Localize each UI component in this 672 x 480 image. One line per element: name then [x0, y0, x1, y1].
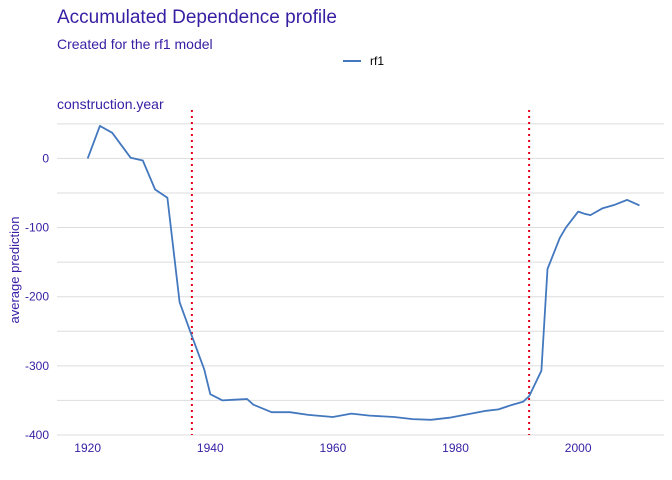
vertical-reference-lines [190, 110, 531, 435]
x-tick-label: 2000 [565, 441, 592, 455]
grid-lines [57, 123, 664, 436]
x-tick-label: 1960 [320, 441, 347, 455]
y-tick-label: -300 [25, 359, 49, 373]
y-tick-label: -200 [25, 290, 49, 304]
legend: rf1 [343, 54, 384, 68]
chart-title: Accumulated Dependence profile [57, 7, 337, 28]
chart-subtitle: Created for the rf1 model [57, 36, 213, 52]
x-tick-label: 1920 [74, 441, 101, 455]
x-tick-label: 1980 [442, 441, 469, 455]
x-axis-ticks: 1920 1940 1960 1980 2000 [74, 441, 592, 455]
legend-key-rf1 [343, 60, 361, 62]
series-group [86, 125, 640, 421]
y-tick-label: -100 [25, 221, 49, 235]
series-line-rf1 [86, 125, 640, 421]
legend-label-rf1: rf1 [370, 54, 385, 68]
y-tick-label: -400 [25, 428, 49, 442]
y-axis-ticks: 0 -100 -200 -300 -400 [25, 151, 49, 442]
panel-label: construction.year [57, 96, 164, 112]
x-tick-label: 1940 [197, 441, 224, 455]
y-tick-label: 0 [42, 151, 49, 165]
y-axis-label: average prediction [7, 217, 22, 324]
